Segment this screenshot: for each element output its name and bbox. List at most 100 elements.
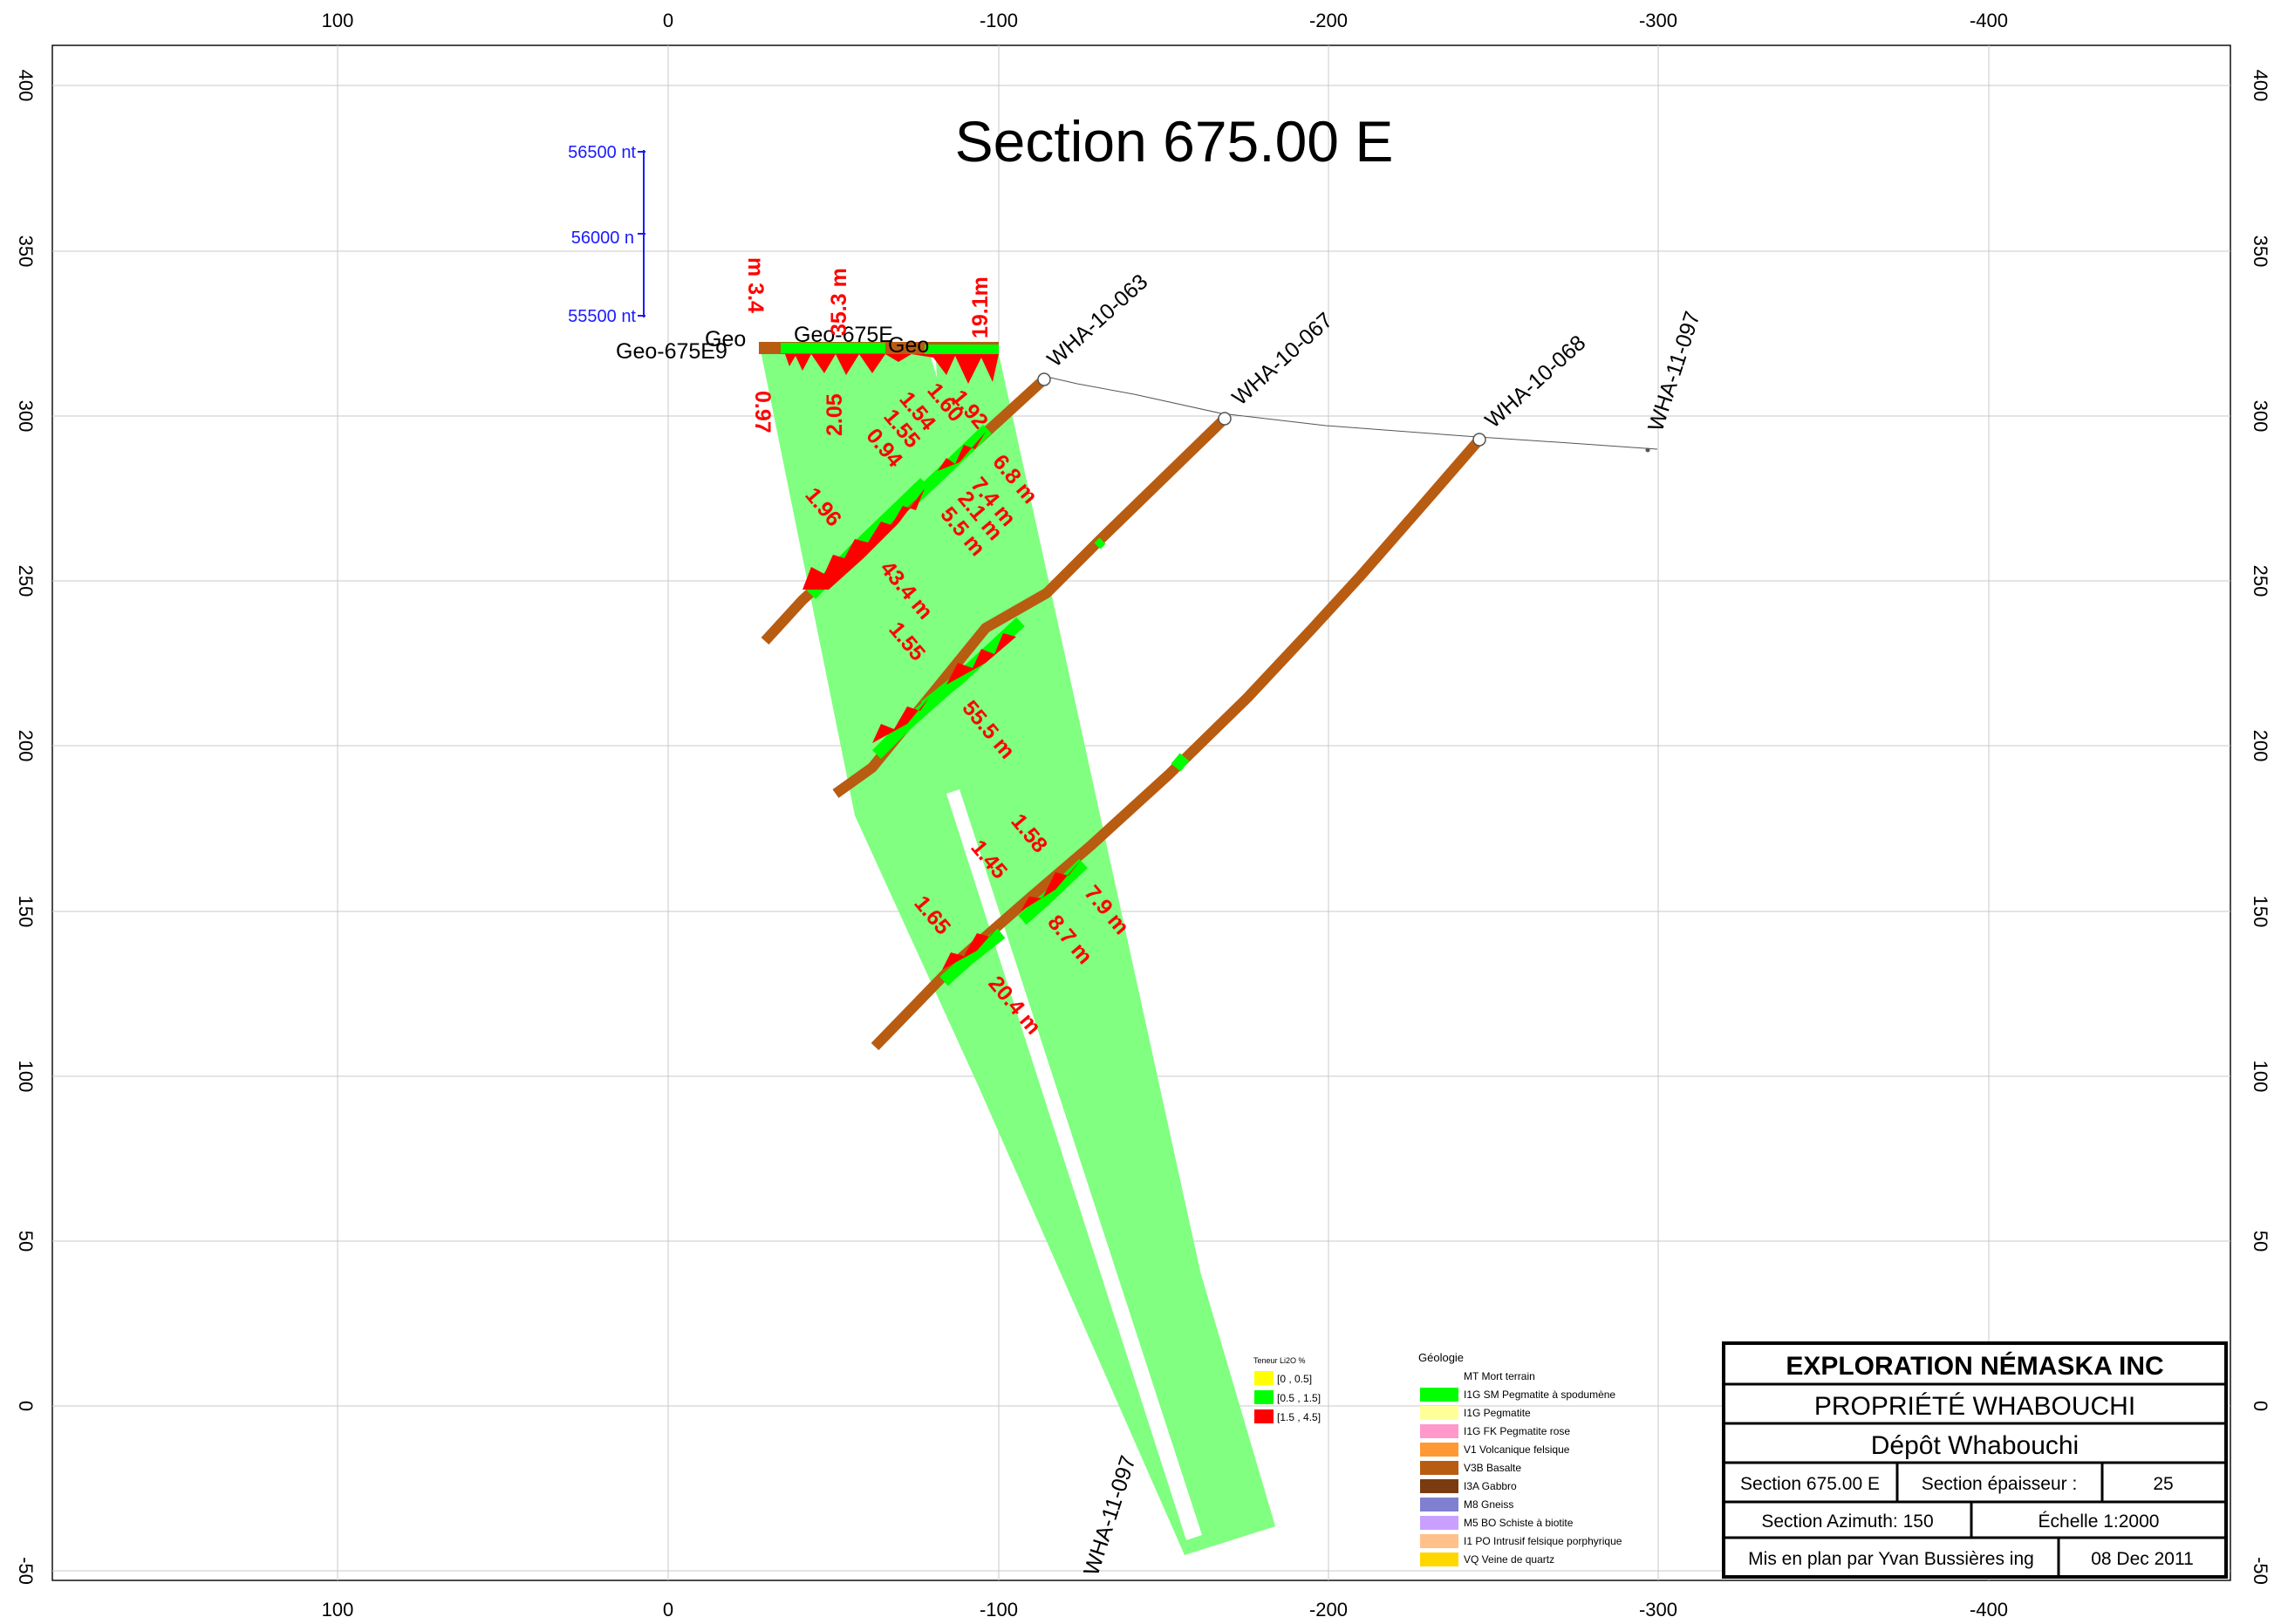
y-tick-label: 100: [2250, 1061, 2271, 1093]
title-block-section: Section 675.00 E: [1740, 1474, 1880, 1494]
hole-label-wha-10-063: WHA-10-063: [1042, 270, 1152, 372]
legend-item-label: [0.5 , 1.5]: [1277, 1392, 1321, 1404]
legend-item-label: I1G FK Pegmatite rose: [1464, 1425, 1570, 1437]
y-tick-label: 300: [2250, 400, 2271, 433]
y-tick-label: 150: [2250, 896, 2271, 928]
legend-swatch: [1420, 1552, 1458, 1566]
hole-label-wha-10-067: WHA-10-067: [1227, 308, 1337, 410]
legend-swatch: [1420, 1424, 1458, 1438]
x-tick-label: -100: [980, 10, 1018, 31]
title-block-scale: Échelle 1:2000: [2039, 1511, 2160, 1532]
collar-marker: [1037, 372, 1051, 386]
x-tick-label: -300: [1639, 10, 1677, 31]
legend-item-label: M5 BO Schiste à biotite: [1464, 1517, 1574, 1529]
geo-label: Geo: [888, 333, 929, 358]
legend-swatch: [1254, 1390, 1274, 1404]
geo-labels: Geo-675E9 Geo Geo-675E Geo: [616, 323, 929, 364]
drillhole-trace-wha-10-067: [832, 414, 1229, 798]
legend-item-label: V1 Volcanique felsique: [1464, 1443, 1570, 1456]
x-tick-label: -300: [1639, 1599, 1677, 1621]
x-axis-top: 100 0 -100 -200 -300 -400: [322, 10, 2008, 31]
grade-label: m 3.4: [743, 257, 768, 313]
y-tick-label: -50: [15, 1557, 37, 1585]
legend-item-label: MT Mort terrain: [1464, 1370, 1535, 1382]
intercepts: [802, 424, 1190, 986]
legend-item-label: I1G SM Pegmatite à spodumène: [1464, 1389, 1615, 1401]
x-tick-label: -200: [1309, 10, 1348, 31]
y-tick-label: 300: [15, 400, 37, 433]
legend-swatch: [1420, 1479, 1458, 1493]
geo-label: Geo: [705, 327, 746, 351]
geo-label: Geo-675E: [794, 323, 893, 347]
legend-item-label: M8 Gneiss: [1464, 1498, 1513, 1511]
x-tick-label: -200: [1309, 1599, 1348, 1621]
title-block-company: EXPLORATION NÉMASKA INC: [1786, 1351, 2163, 1381]
title-block-author: Mis en plan par Yvan Bussières ing: [1748, 1549, 2034, 1569]
legend-swatch: [1420, 1388, 1458, 1402]
vertical-grid: [337, 45, 1990, 1580]
collar-marker: [1645, 447, 1650, 453]
grade-label: 35.3 m: [827, 268, 851, 336]
title-block-thickness-value: 25: [2153, 1474, 2173, 1494]
hole-label-wha-10-068: WHA-10-068: [1480, 331, 1590, 433]
section-title: Section 675.00 E: [955, 109, 1394, 174]
legend-item-label: I3A Gabbro: [1464, 1480, 1517, 1492]
legend-item-label: VQ Veine de quartz: [1464, 1553, 1554, 1566]
y-tick-label: 400: [2250, 70, 2271, 102]
grade-legend-title: Teneur Li2O %: [1253, 1356, 1306, 1365]
geo-label: Geo-675E9: [616, 339, 727, 364]
pegmatite-zone-east: [935, 342, 1254, 1533]
mag-scale-label: 55500 nt: [568, 307, 636, 326]
x-tick-label: 0: [663, 1599, 673, 1621]
topography-line: [1046, 376, 1658, 450]
y-tick-label: 50: [15, 1231, 37, 1252]
grade-label: 19.1m: [968, 276, 993, 338]
legend-item-label: [1.5 , 4.5]: [1277, 1411, 1321, 1423]
collar-marker: [1218, 412, 1232, 426]
y-tick-label: 400: [15, 70, 37, 102]
title-block: EXPLORATION NÉMASKA INC PROPRIÉTÉ WHABOU…: [1722, 1341, 2228, 1579]
x-tick-label: -100: [980, 1599, 1018, 1621]
legend-item-label: V3B Basalte: [1464, 1462, 1521, 1474]
y-tick-label: 350: [15, 235, 37, 268]
mag-scale-label: 56500 nt: [568, 143, 636, 162]
legend-item-label: [0 , 0.5]: [1277, 1373, 1312, 1385]
legend-item-label: I1 PO Intrusif felsique porphyrique: [1464, 1535, 1622, 1547]
drillhole-trace-wha-10-068: [871, 436, 1484, 1051]
geology-legend-title: Géologie: [1418, 1351, 1464, 1364]
grade-label: 0.97: [750, 391, 775, 433]
legend-swatch: [1420, 1498, 1458, 1511]
legend-swatch: [1254, 1409, 1274, 1423]
plot-frame: [51, 44, 2231, 1581]
y-axis-left: 400 350 300 250 200 150 100 50 0 -50: [15, 70, 37, 1585]
x-tick-label: -400: [1970, 1599, 2008, 1621]
title-block-thickness-label: Section épaisseur :: [1922, 1474, 2078, 1494]
title-block-deposit: Dépôt Whabouchi: [1871, 1431, 2079, 1460]
y-tick-label: 150: [15, 896, 37, 928]
legend-swatch: [1420, 1461, 1458, 1475]
title-block-date: 08 Dec 2011: [2091, 1549, 2194, 1569]
y-tick-label: 250: [2250, 565, 2271, 597]
legend-swatch: [1420, 1369, 1458, 1383]
x-tick-label: 100: [322, 10, 354, 31]
legend-item-label: I1G Pegmatite: [1464, 1407, 1531, 1419]
y-tick-label: 200: [2250, 730, 2271, 762]
x-tick-label: 0: [663, 10, 673, 31]
y-tick-label: 200: [15, 730, 37, 762]
title-block-property: PROPRIÉTÉ WHABOUCHI: [1814, 1392, 2135, 1421]
mag-scale-label: 56000 n: [571, 229, 634, 248]
y-tick-label: 250: [15, 565, 37, 597]
surface-trench: [759, 342, 999, 384]
y-tick-label: 50: [2250, 1231, 2271, 1252]
legend-swatch: [1420, 1534, 1458, 1548]
legend-swatch: [1254, 1371, 1274, 1385]
pegmatite-zones: [759, 342, 1275, 1555]
legend-swatch: [1420, 1406, 1458, 1420]
x-tick-label: 100: [322, 1599, 354, 1621]
y-axis-right: 400 350 300 250 200 150 100 50 0 -50: [2250, 70, 2271, 1585]
geology-legend: Géologie MT Mort terrain I1G SM Pegmatit…: [1418, 1351, 1622, 1566]
magnetic-scale: 56500 nt 56000 n 55500 nt: [568, 143, 645, 326]
hole-label-wha-11-097-top: WHA-11-097: [1643, 309, 1705, 434]
hole-label-wha-11-097-bottom: WHA-11-097: [1079, 1453, 1141, 1579]
